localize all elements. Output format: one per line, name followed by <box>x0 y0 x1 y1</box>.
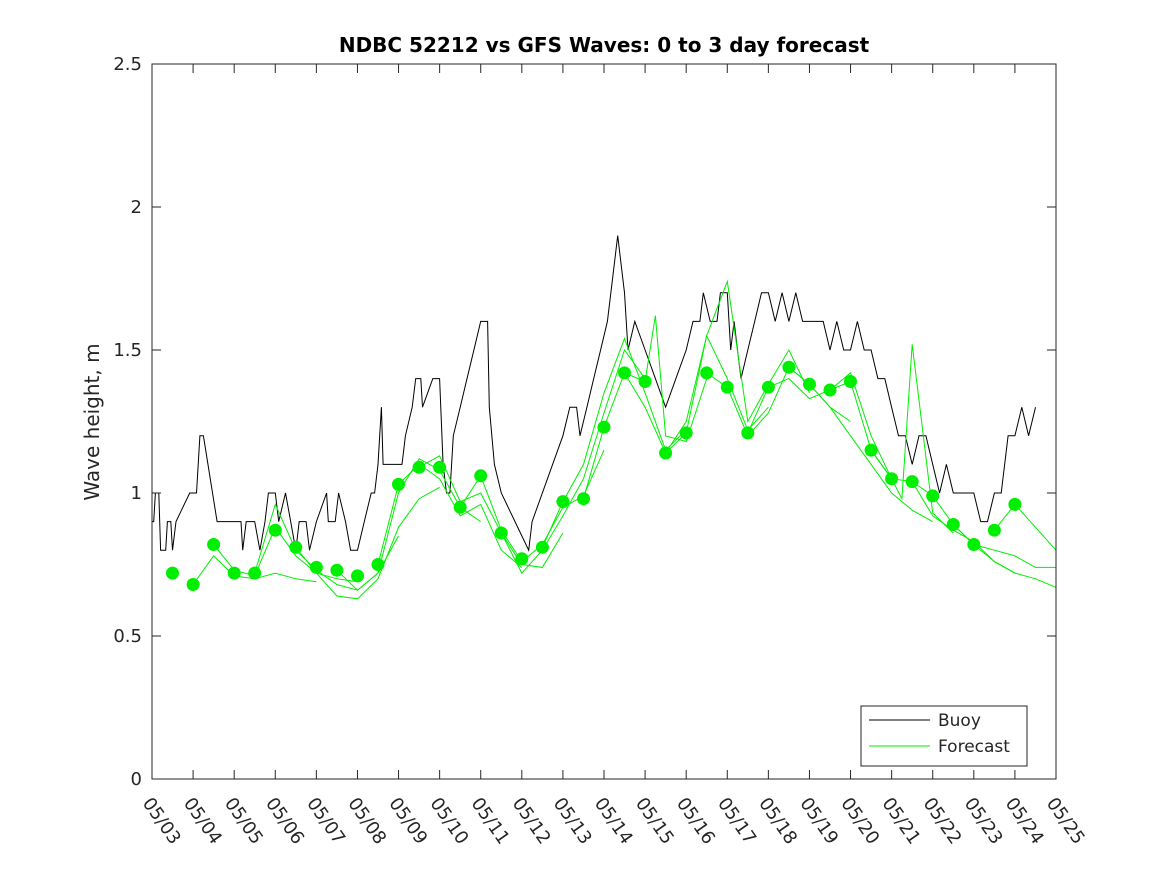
forecast-run-line <box>583 315 708 499</box>
forecast-marker <box>412 460 426 474</box>
chart-title: NDBC 52212 vs GFS Waves: 0 to 3 day fore… <box>339 33 870 57</box>
forecast-marker <box>700 366 714 380</box>
forecast-marker <box>679 426 693 440</box>
forecast-marker <box>433 460 447 474</box>
forecast-marker <box>515 552 529 566</box>
forecast-marker <box>885 472 899 486</box>
buoy-series-line <box>152 235 1036 552</box>
y-tick-label: 2.5 <box>113 54 142 75</box>
forecast-marker <box>309 560 323 574</box>
forecast-marker <box>905 475 919 489</box>
forecast-marker <box>474 469 488 483</box>
forecast-marker <box>987 523 1001 537</box>
y-tick-label: 0.5 <box>113 626 142 647</box>
forecast-marker <box>535 540 549 554</box>
forecast-marker <box>926 489 940 503</box>
forecast-marker <box>330 563 344 577</box>
forecast-marker <box>186 578 200 591</box>
forecast-run-line <box>541 337 687 548</box>
forecast-marker <box>946 518 960 531</box>
y-axis-label: Wave height, m <box>80 343 104 500</box>
forecast-marker <box>782 360 796 374</box>
forecast-marker <box>803 377 816 391</box>
forecast-marker <box>659 446 673 460</box>
y-tick-label: 1.5 <box>113 340 142 361</box>
forecast-marker <box>289 540 303 554</box>
plot-area <box>152 235 1057 600</box>
forecast-marker <box>392 477 405 491</box>
y-tick-label: 2 <box>131 197 142 218</box>
forecast-marker <box>227 566 241 580</box>
forecast-marker <box>864 443 878 457</box>
legend-forecast-label: Forecast <box>938 737 1010 757</box>
y-tick-label: 0 <box>131 769 142 790</box>
forecast-marker <box>618 366 631 380</box>
forecast-marker <box>166 566 179 580</box>
forecast-marker <box>556 495 570 509</box>
forecast-run-line <box>336 458 481 591</box>
forecast-run-line <box>295 486 440 600</box>
forecast-marker <box>351 569 364 583</box>
y-tick-label: 1 <box>131 483 142 504</box>
legend-buoy-label: Buoy <box>938 711 981 731</box>
forecast-marker <box>844 375 857 388</box>
forecast-marker <box>638 375 652 388</box>
forecast-marker <box>741 426 755 440</box>
forecast-run-line <box>665 279 810 454</box>
forecast-run-line <box>829 344 954 534</box>
forecast-run-line <box>624 334 769 455</box>
forecast-marker <box>967 538 981 551</box>
forecast-marker <box>207 538 221 551</box>
forecast-marker <box>494 526 508 540</box>
forecast-marker <box>577 492 590 506</box>
forecast-marker <box>371 558 385 571</box>
legend: Buoy Forecast <box>860 705 1028 767</box>
forecast-marker <box>248 566 262 580</box>
forecast-marker <box>597 420 611 434</box>
forecast-marker <box>720 380 734 394</box>
forecast-run-line <box>994 503 1057 551</box>
forecast-run-line <box>500 348 646 574</box>
forecast-marker <box>453 500 467 514</box>
forecast-marker <box>1008 497 1022 511</box>
forecast-marker <box>268 523 282 537</box>
forecast-marker <box>761 380 775 394</box>
forecast-marker <box>823 383 837 397</box>
legend-box <box>860 705 1028 767</box>
